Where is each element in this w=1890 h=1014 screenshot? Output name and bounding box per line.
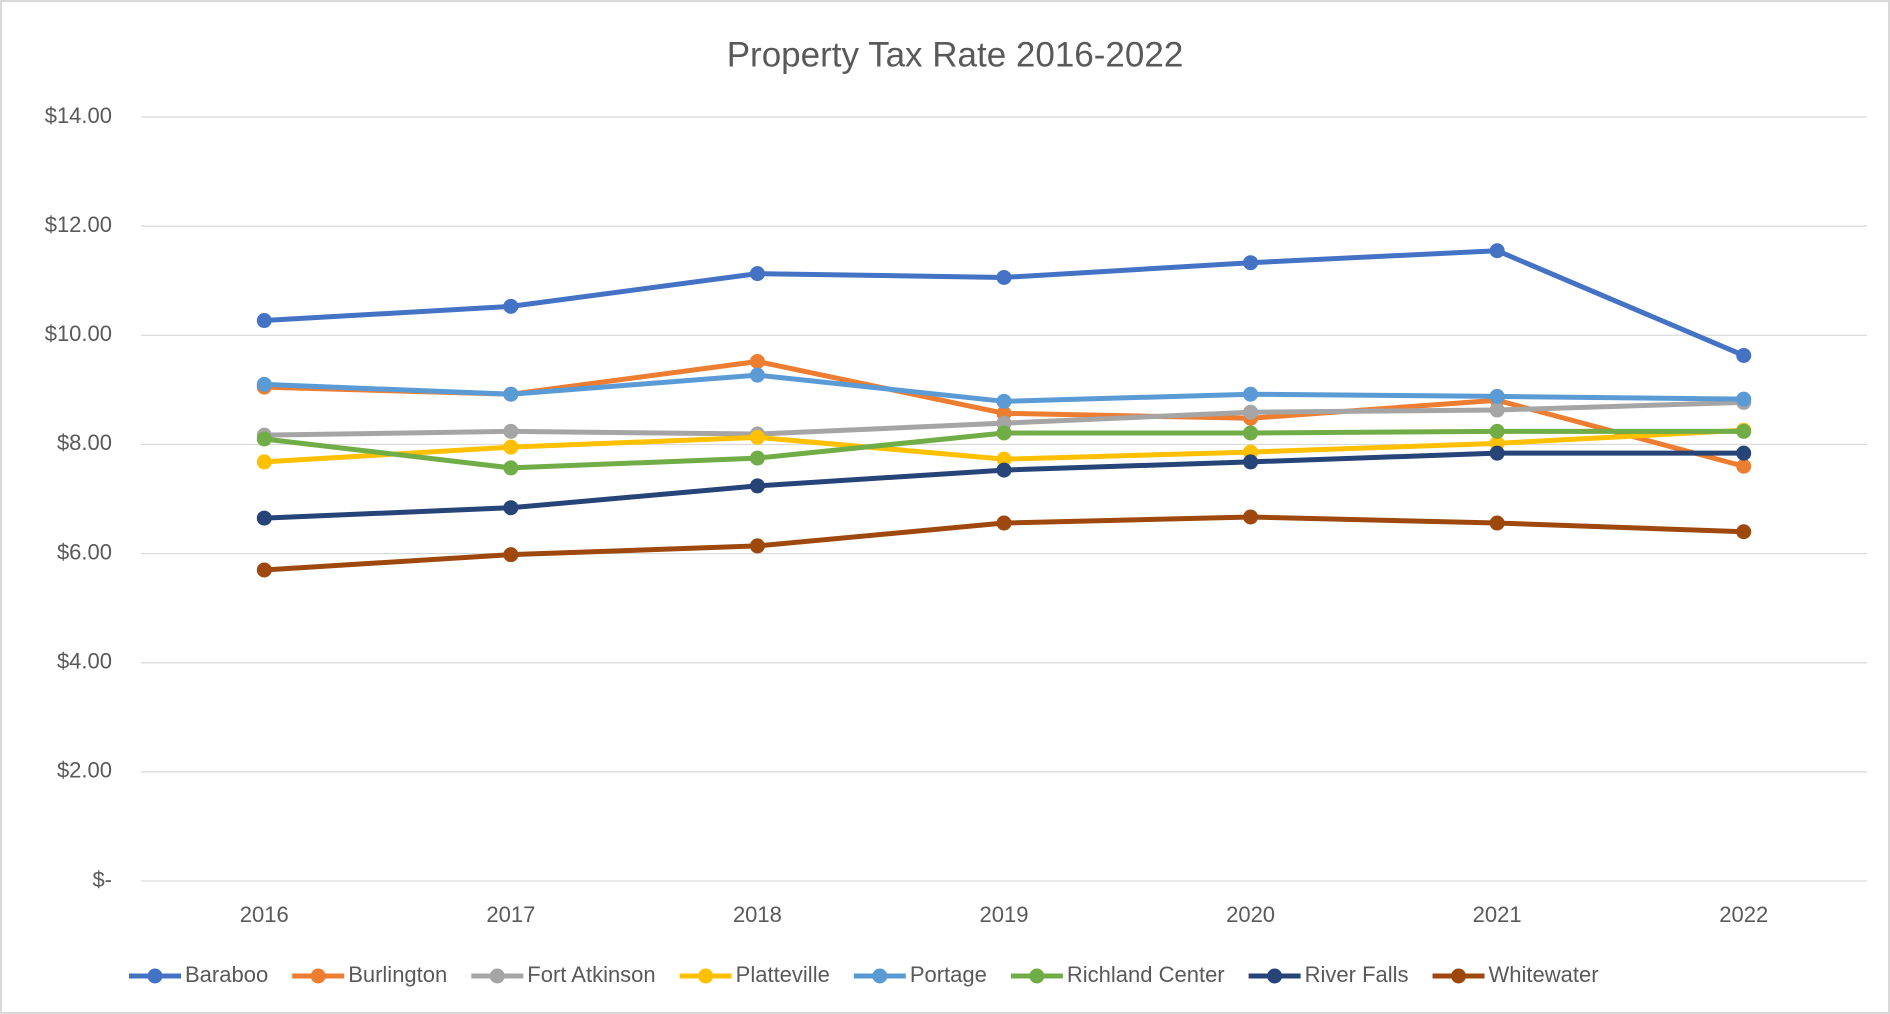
legend-label: Fort Atkinson	[527, 962, 655, 987]
data-point	[1243, 454, 1259, 470]
legend-marker	[147, 968, 163, 984]
data-point	[1736, 524, 1752, 540]
y-tick-label: $8.00	[57, 430, 112, 455]
data-point	[1736, 391, 1752, 407]
legend-label: Portage	[910, 962, 987, 987]
data-point	[749, 353, 765, 369]
data-point	[1489, 423, 1505, 439]
data-point	[503, 298, 519, 314]
legend-label: Platteville	[736, 962, 830, 987]
data-point	[749, 478, 765, 494]
x-tick-label: 2016	[240, 902, 289, 927]
data-point	[749, 367, 765, 383]
y-tick-label: $10.00	[45, 321, 112, 346]
data-point	[503, 547, 519, 563]
legend-label: River Falls	[1305, 962, 1409, 987]
data-point	[1243, 386, 1259, 402]
x-tick-label: 2020	[1226, 902, 1275, 927]
data-point	[256, 510, 272, 526]
x-tick-label: 2018	[733, 902, 782, 927]
y-tick-label: $4.00	[57, 649, 112, 674]
data-point	[1736, 445, 1752, 461]
data-point	[996, 269, 1012, 285]
data-point	[503, 386, 519, 402]
data-point	[503, 500, 519, 516]
y-tick-label: $14.00	[45, 103, 112, 128]
data-point	[996, 462, 1012, 478]
data-point	[749, 450, 765, 466]
data-point	[1489, 243, 1505, 259]
data-point	[1489, 402, 1505, 418]
data-point	[1736, 458, 1752, 474]
legend-label: Richland Center	[1067, 962, 1225, 987]
data-point	[996, 425, 1012, 441]
x-tick-label: 2019	[980, 902, 1029, 927]
data-point	[749, 429, 765, 445]
legend-marker	[310, 968, 326, 984]
legend-marker	[1451, 968, 1467, 984]
data-point	[1489, 445, 1505, 461]
data-point	[996, 393, 1012, 409]
data-point	[503, 423, 519, 439]
data-point	[256, 376, 272, 392]
data-point	[256, 313, 272, 329]
x-tick-label: 2017	[486, 902, 535, 927]
data-point	[256, 562, 272, 578]
y-tick-label: $2.00	[57, 758, 112, 783]
data-point	[1243, 255, 1259, 271]
data-point	[996, 515, 1012, 531]
data-point	[1243, 425, 1259, 441]
y-tick-label: $6.00	[57, 539, 112, 564]
legend-marker	[698, 968, 714, 984]
legend-label: Whitewater	[1489, 962, 1599, 987]
y-tick-label: $-	[92, 867, 112, 892]
legend-marker	[872, 968, 888, 984]
data-point	[996, 451, 1012, 467]
legend-marker	[1029, 968, 1045, 984]
x-tick-label: 2021	[1473, 902, 1522, 927]
y-tick-label: $12.00	[45, 212, 112, 237]
data-point	[1489, 515, 1505, 531]
data-point	[503, 460, 519, 476]
data-point	[1736, 347, 1752, 363]
data-point	[503, 439, 519, 455]
data-point	[1489, 388, 1505, 404]
data-point	[1736, 423, 1752, 439]
data-point	[749, 266, 765, 282]
data-point	[1243, 509, 1259, 525]
legend-label: Burlington	[348, 962, 447, 987]
legend-label: Baraboo	[185, 962, 268, 987]
chart-title: Property Tax Rate 2016-2022	[727, 35, 1184, 74]
data-point	[749, 538, 765, 554]
data-point	[256, 431, 272, 447]
data-point	[1243, 404, 1259, 420]
x-tick-label: 2022	[1719, 902, 1768, 927]
legend-marker	[1267, 968, 1283, 984]
data-point	[256, 454, 272, 470]
legend-marker	[489, 968, 505, 984]
